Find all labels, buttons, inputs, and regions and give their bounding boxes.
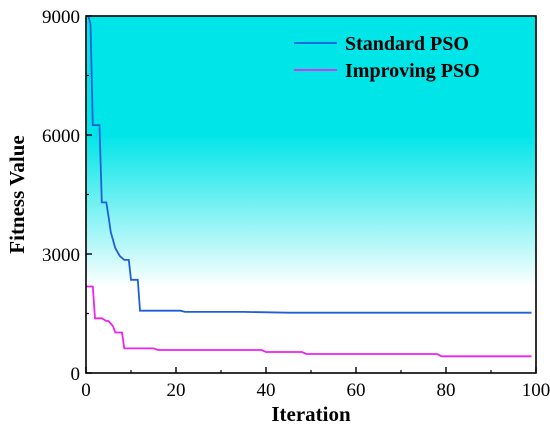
x-tick-label: 40 <box>257 380 276 401</box>
x-axis-label: Iteration <box>271 402 351 426</box>
x-tick-label: 80 <box>437 380 456 401</box>
legend-label-2: Improving PSO <box>345 60 480 82</box>
y-axis-label: Fitness Value <box>5 135 29 253</box>
y-tick-label: 3000 <box>42 245 80 266</box>
series-line-2 <box>86 285 532 358</box>
x-tick-label: 20 <box>167 380 186 401</box>
y-axis-ticks: 0 3000 6000 9000 <box>42 7 92 385</box>
x-tick-label: 60 <box>347 380 366 401</box>
legend-label-1: Standard PSO <box>345 33 469 55</box>
series-layer <box>86 16 532 358</box>
y-tick-label: 9000 <box>42 7 80 28</box>
legend: Standard PSO Improving PSO <box>294 33 480 82</box>
x-tick-label: 0 <box>81 380 91 401</box>
x-axis-ticks: 0 20 40 60 80 100 <box>81 367 550 401</box>
y-tick-label: 0 <box>71 364 81 385</box>
y-tick-label: 6000 <box>42 126 80 147</box>
series-line-1 <box>87 16 532 314</box>
x-tick-label: 100 <box>522 380 550 401</box>
